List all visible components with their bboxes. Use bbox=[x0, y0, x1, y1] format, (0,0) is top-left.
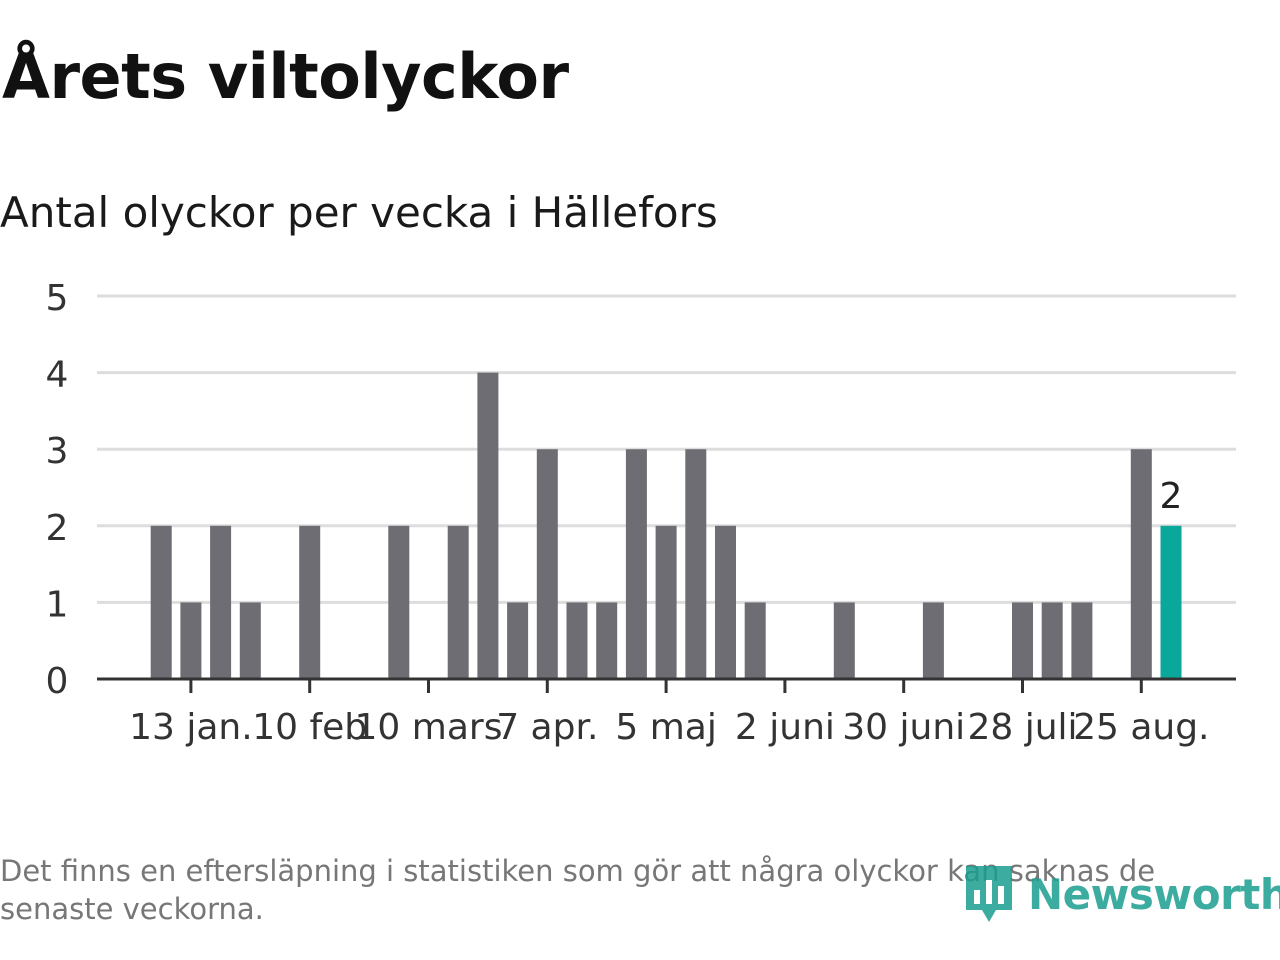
y-axis-ticks: 0 1 2 3 4 5 bbox=[46, 278, 69, 702]
x-tick-label: 2 juni bbox=[735, 707, 835, 748]
bar bbox=[299, 525, 321, 679]
bar-highlight bbox=[1160, 525, 1182, 679]
bar bbox=[655, 525, 677, 679]
newsworthy-logo: Newsworthy bbox=[962, 858, 1280, 930]
x-tick-label: 7 apr. bbox=[496, 707, 598, 748]
bars bbox=[150, 372, 1182, 679]
bar bbox=[239, 602, 261, 679]
y-tick-label: 3 bbox=[46, 431, 69, 472]
y-tick-label: 4 bbox=[46, 355, 69, 396]
bar bbox=[1130, 449, 1152, 679]
bar bbox=[744, 602, 766, 679]
chart-title: Årets viltolyckor bbox=[2, 40, 569, 113]
x-tick-label: 10 feb bbox=[252, 707, 367, 748]
y-tick-label: 0 bbox=[46, 661, 69, 702]
newsworthy-logo-icon bbox=[966, 866, 1012, 922]
x-tick-label: 25 aug. bbox=[1073, 707, 1209, 748]
x-tick-label: 13 jan. bbox=[129, 707, 253, 748]
bar bbox=[625, 449, 647, 679]
bar bbox=[685, 449, 707, 679]
bar bbox=[1012, 602, 1033, 679]
brand-name: Newsworthy bbox=[1028, 869, 1280, 919]
bar bbox=[922, 602, 944, 679]
bar bbox=[477, 372, 499, 679]
bar bbox=[566, 602, 588, 679]
x-tick-label: 30 juni bbox=[842, 707, 965, 748]
bar bbox=[150, 525, 172, 679]
bar bbox=[715, 525, 736, 679]
bar bbox=[507, 602, 529, 679]
y-tick-label: 2 bbox=[46, 508, 69, 549]
bar bbox=[447, 525, 469, 679]
x-tick-label: 10 mars bbox=[355, 707, 503, 748]
x-tick-label: 28 juli bbox=[967, 707, 1077, 748]
data-label: 2 bbox=[1160, 476, 1183, 517]
data-labels: 2 bbox=[1160, 476, 1183, 517]
bar bbox=[388, 525, 410, 679]
bar bbox=[1071, 602, 1093, 679]
footnote: Det finns en eftersläpning i statistiken… bbox=[0, 854, 1156, 926]
bar bbox=[536, 449, 558, 679]
bar bbox=[833, 602, 855, 679]
x-tick-label: 5 maj bbox=[615, 707, 716, 748]
bar bbox=[180, 602, 202, 679]
y-tick-label: 5 bbox=[46, 278, 69, 319]
y-tick-label: 1 bbox=[46, 584, 69, 625]
chart-subtitle: Antal olyckor per vecka i Hällefors bbox=[0, 188, 718, 237]
bar bbox=[1041, 602, 1063, 679]
bar bbox=[596, 602, 618, 679]
bar bbox=[210, 525, 232, 679]
